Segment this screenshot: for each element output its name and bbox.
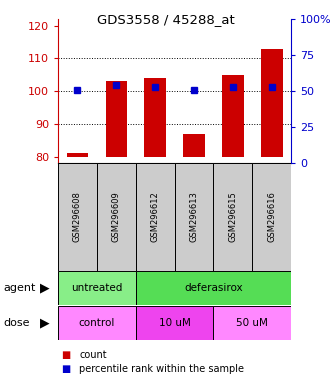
Bar bbox=[213, 306, 291, 340]
Bar bbox=[183, 134, 205, 157]
Bar bbox=[58, 271, 136, 305]
Bar bbox=[252, 163, 291, 271]
Text: percentile rank within the sample: percentile rank within the sample bbox=[79, 364, 244, 374]
Text: untreated: untreated bbox=[71, 283, 122, 293]
Text: GSM296613: GSM296613 bbox=[190, 192, 199, 242]
Text: dose: dose bbox=[3, 318, 30, 328]
Bar bbox=[58, 163, 97, 271]
Text: GSM296616: GSM296616 bbox=[267, 192, 276, 242]
Bar bbox=[67, 153, 88, 157]
Text: GSM296615: GSM296615 bbox=[228, 192, 237, 242]
Text: deferasirox: deferasirox bbox=[184, 283, 243, 293]
Text: ■: ■ bbox=[61, 350, 71, 360]
Text: GSM296612: GSM296612 bbox=[151, 192, 160, 242]
Text: count: count bbox=[79, 350, 107, 360]
Bar bbox=[175, 163, 213, 271]
Bar bbox=[136, 271, 291, 305]
Bar bbox=[144, 78, 166, 157]
Text: GSM296609: GSM296609 bbox=[112, 192, 121, 242]
Text: control: control bbox=[79, 318, 115, 328]
Text: ▶: ▶ bbox=[40, 316, 50, 329]
Text: 10 uM: 10 uM bbox=[159, 318, 191, 328]
Text: 50 uM: 50 uM bbox=[236, 318, 268, 328]
Text: GDS3558 / 45288_at: GDS3558 / 45288_at bbox=[97, 13, 234, 26]
Bar bbox=[136, 306, 213, 340]
Bar bbox=[213, 163, 252, 271]
Bar bbox=[261, 49, 283, 157]
Bar bbox=[222, 75, 244, 157]
Text: ■: ■ bbox=[61, 364, 71, 374]
Bar bbox=[106, 81, 127, 157]
Text: agent: agent bbox=[3, 283, 36, 293]
Bar bbox=[97, 163, 136, 271]
Text: ▶: ▶ bbox=[40, 282, 50, 295]
Text: GSM296608: GSM296608 bbox=[73, 192, 82, 242]
Bar bbox=[58, 306, 136, 340]
Bar bbox=[136, 163, 175, 271]
